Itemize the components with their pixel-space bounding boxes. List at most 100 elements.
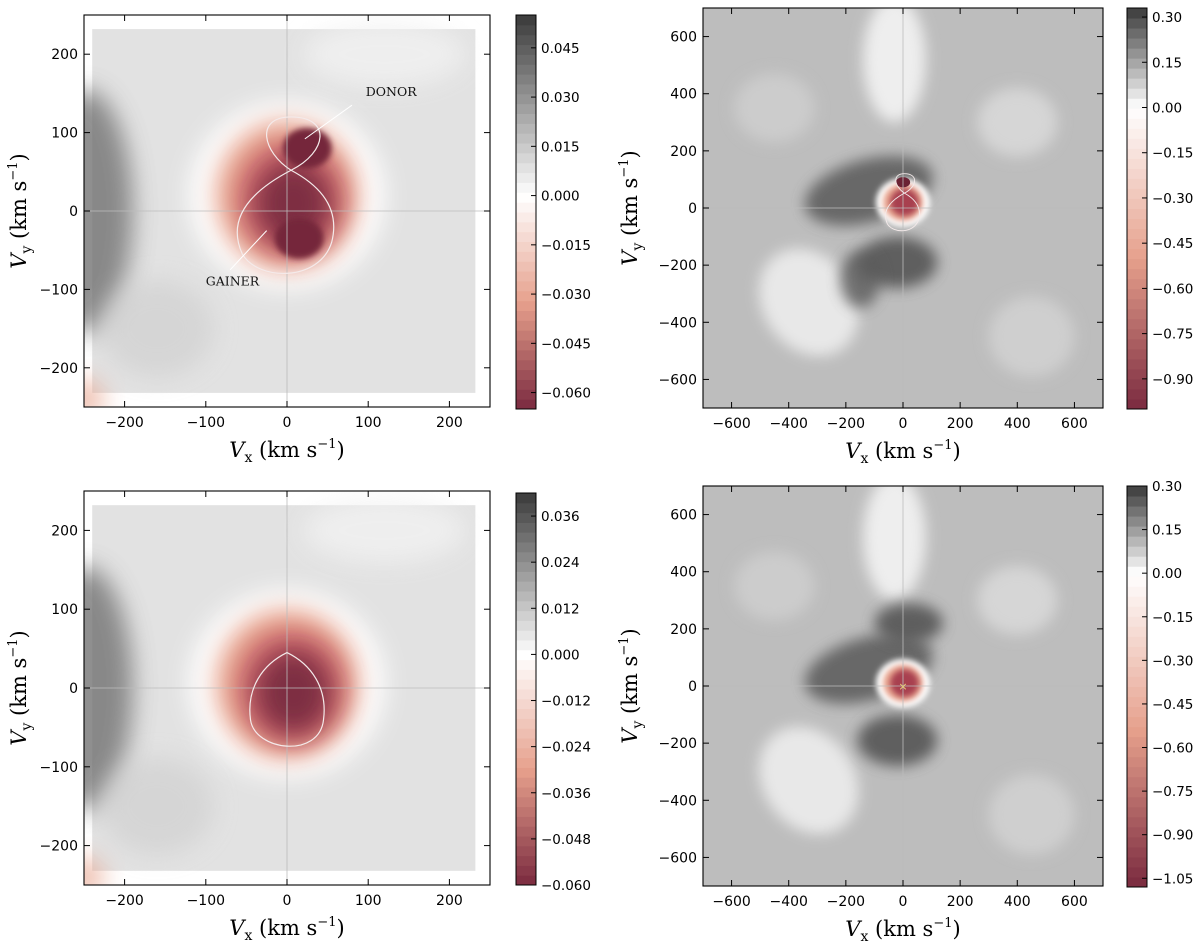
colorbar-segment xyxy=(1127,706,1147,718)
colorbar-segment xyxy=(1127,666,1147,677)
colorbar-segment xyxy=(516,551,536,563)
roche-lobe-outline xyxy=(885,173,920,232)
x-tick-label: 0 xyxy=(899,416,908,432)
colorbar-tick-label: −0.036 xyxy=(541,786,591,802)
y-tick-label: 400 xyxy=(670,565,697,581)
gainer-pointer xyxy=(229,230,268,271)
colorbar-segment xyxy=(516,659,536,670)
x-tick-label: 0 xyxy=(899,894,908,910)
colorbar-segment xyxy=(516,389,536,400)
colorbar-segment xyxy=(516,698,536,710)
colorbar-segment xyxy=(516,93,536,105)
colorbar-segment xyxy=(516,816,536,827)
colorbar-segment xyxy=(516,300,536,311)
x-tick-label: 400 xyxy=(1004,416,1031,432)
donor-pointer xyxy=(304,104,353,140)
colorbar-segment xyxy=(516,202,536,213)
colorbar-segment xyxy=(516,15,536,26)
colorbar-segment xyxy=(1127,258,1147,270)
colorbar-segment xyxy=(1127,556,1147,567)
y-tick-label: 200 xyxy=(51,47,78,63)
colorbar-segment xyxy=(516,532,536,543)
colorbar-segment xyxy=(1127,18,1147,29)
chart-top-left: DONOR GAINER −200 −200 −100 −100 0 0 100 100 200 20… xyxy=(6,14,591,466)
colorbar-segment xyxy=(516,320,536,331)
x-tick-label: 100 xyxy=(355,893,382,909)
x-tick-label: −100 xyxy=(187,415,225,431)
colorbar-segment xyxy=(516,747,536,759)
colorbar-segment xyxy=(516,54,536,65)
colorbar-segment xyxy=(516,349,536,361)
colorbar-tick-label: −0.30 xyxy=(1152,653,1193,669)
colorbar-segment xyxy=(1127,496,1147,507)
colorbar-segment xyxy=(1127,826,1147,838)
colorbar-segment xyxy=(516,826,536,837)
x-tick-label: −200 xyxy=(827,894,865,910)
colorbar-tick-label: −0.45 xyxy=(1152,236,1193,252)
colorbar-tick-label: −0.90 xyxy=(1152,372,1193,388)
colorbar-segment xyxy=(1127,278,1147,290)
colorbar-segment xyxy=(1127,228,1147,240)
x-tick-label: 600 xyxy=(1061,416,1088,432)
x-axis-label: Vx (km s−1) xyxy=(845,916,960,945)
colorbar-segment xyxy=(1127,716,1147,728)
colorbar-tick-label: −0.60 xyxy=(1152,741,1193,757)
colorbar-segment xyxy=(516,600,536,612)
colorbar-segment xyxy=(516,865,536,876)
colorbar-segment xyxy=(1127,786,1147,798)
y-tick-label: 0 xyxy=(688,679,697,695)
colorbar-segment xyxy=(516,152,536,164)
colorbar-segment xyxy=(516,44,536,55)
colorbar-segment xyxy=(1127,636,1147,647)
colorbar-tick-label: −0.030 xyxy=(541,287,591,303)
panel-bottom-right: × −600 −600 −400 −400 −200 −200 0 0 200 200 400 400 6… xyxy=(600,473,1200,946)
colorbar-segment xyxy=(1127,198,1147,209)
chart-bottom-left: −200 −200 −100 −100 0 0 100 100 200 200 Vx (km s−1… xyxy=(6,490,591,944)
colorbar-frame xyxy=(515,492,537,886)
colorbar-segment xyxy=(516,251,536,262)
colorbar-segment xyxy=(1127,38,1147,49)
colorbar-segment xyxy=(516,620,536,631)
colorbar-segment xyxy=(1127,856,1147,868)
colorbar-segment xyxy=(1127,368,1147,380)
colorbar-segment xyxy=(516,669,536,680)
colorbar-segment xyxy=(1127,806,1147,818)
annotation-donor: DONOR xyxy=(366,84,417,99)
y-tick-label: 200 xyxy=(670,144,697,160)
colorbar-segment xyxy=(1127,646,1147,657)
colorbar-segment xyxy=(516,591,536,602)
y-tick-label: −100 xyxy=(40,760,78,776)
y-axis-label: Vy (km s−1) xyxy=(617,150,646,265)
colorbar-tick-label: −0.048 xyxy=(541,832,591,848)
x-tick-label: −200 xyxy=(105,893,143,909)
colorbar-segment xyxy=(516,221,536,233)
colorbar-segment xyxy=(516,231,536,243)
colorbar xyxy=(516,15,536,410)
colorbar-frame xyxy=(1126,485,1148,888)
colorbar-segment xyxy=(1127,318,1147,330)
colorbar-segment xyxy=(516,512,536,523)
colorbar-segment xyxy=(1127,148,1147,159)
x-tick-label: −200 xyxy=(827,416,865,432)
x-axis-label: Vx (km s−1) xyxy=(229,437,344,466)
y-tick-label: 0 xyxy=(688,201,697,217)
colorbar-segment xyxy=(1127,836,1147,848)
colorbar-tick-label: 0.30 xyxy=(1152,10,1182,26)
colorbar-segment xyxy=(516,630,536,641)
colorbar-segment xyxy=(516,103,536,114)
colorbar-segment xyxy=(1127,298,1147,310)
colorbar-segment xyxy=(1127,686,1147,698)
colorbar-segment xyxy=(516,271,536,282)
colorbar-segment xyxy=(516,787,536,798)
x-tick-label: 600 xyxy=(1061,894,1088,910)
colorbar-segment xyxy=(1127,378,1147,390)
x-tick-label: 200 xyxy=(947,894,974,910)
x-tick-label: −600 xyxy=(712,416,750,432)
x-tick-label: 200 xyxy=(436,415,463,431)
colorbar-segment xyxy=(516,369,536,380)
colorbar-frame xyxy=(1126,7,1148,410)
colorbar xyxy=(516,493,536,886)
colorbar-segment xyxy=(516,399,536,410)
y-tick-label: 600 xyxy=(670,508,697,524)
colorbar-tick-label: 0.036 xyxy=(541,509,580,525)
